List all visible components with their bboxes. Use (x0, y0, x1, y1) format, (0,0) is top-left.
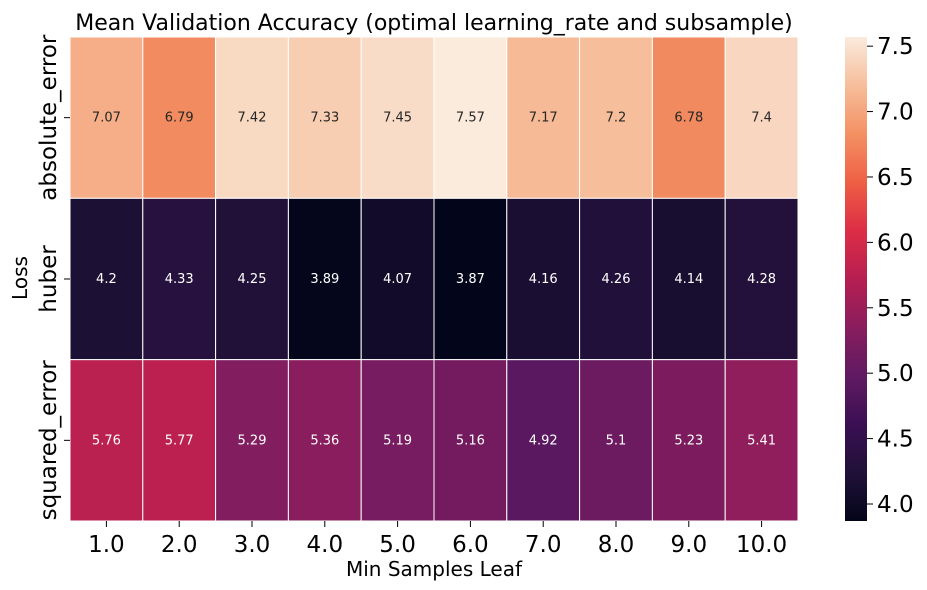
cell-value-label: 3.89 (310, 272, 339, 287)
heatmap-cell (69, 36, 144, 199)
x-axis-ticks: 1.0 2.0 3.0 4.0 5.0 6.0 7.0 8.0 9.0 10.0 (88, 521, 787, 558)
colorbar-tick-label: 5.0 (877, 361, 914, 387)
heatmap-cell (142, 36, 217, 199)
colorbar-tick-label: 6.0 (877, 230, 914, 256)
heatmap-cell (287, 36, 362, 199)
y-tick-label: huber (36, 245, 62, 313)
x-axis-label: Min Samples Leaf (346, 557, 523, 581)
y-tick-label: squared_error (36, 360, 62, 521)
colorbar-tick-label: 4.5 (877, 427, 914, 453)
heatmap-cell (724, 36, 799, 199)
x-tick-label: 5.0 (379, 532, 416, 558)
colorbar-ticks: 4.0 4.5 5.0 5.5 6.0 6.5 7.0 7.5 (867, 34, 914, 518)
chart-title: Mean Validation Accuracy (optimal learni… (75, 11, 793, 36)
cell-value-label: 5.41 (747, 433, 776, 448)
cell-value-label: 7.42 (238, 111, 267, 126)
heatmap-cell (433, 36, 508, 199)
cell-value-label: 4.92 (529, 433, 558, 448)
cell-value-label: 6.78 (674, 111, 703, 126)
colorbar-tick-label: 5.5 (877, 296, 914, 322)
cell-value-label: 5.76 (92, 433, 121, 448)
cell-value-label: 4.33 (165, 272, 194, 287)
heatmap-cell (215, 359, 289, 522)
cell-value-label: 7.2 (606, 111, 627, 126)
heatmap-cell (360, 197, 435, 361)
cell-value-label: 3.87 (456, 272, 485, 287)
heatmap-cell (651, 359, 726, 522)
x-tick-label: 7.0 (525, 532, 562, 558)
heatmap-cell (142, 359, 217, 522)
colorbar-tick-label: 6.5 (877, 165, 914, 191)
cell-value-label: 4.28 (747, 272, 776, 287)
cell-value-label: 4.26 (602, 272, 631, 287)
x-tick-label: 6.0 (452, 532, 489, 558)
heatmap-cell (579, 359, 653, 522)
cell-value-label: 5.29 (238, 433, 267, 448)
heatmap-cell (69, 359, 144, 522)
cell-value-label: 5.16 (456, 433, 485, 448)
cell-value-label: 5.19 (383, 433, 412, 448)
cell-value-label: 7.07 (92, 111, 121, 126)
heatmap-cell (360, 36, 435, 199)
cell-value-label: 7.33 (310, 111, 339, 126)
heatmap-cell (433, 197, 508, 361)
heatmap-cell (506, 197, 581, 361)
cell-value-label: 6.79 (165, 111, 194, 126)
x-tick-label: 10.0 (736, 532, 787, 558)
heatmap-cell (724, 197, 799, 361)
cell-value-label: 5.36 (310, 433, 339, 448)
heatmap-cell (215, 36, 289, 199)
cell-value-label: 4.2 (96, 272, 117, 287)
y-axis-label: Loss (8, 256, 32, 300)
x-tick-label: 2.0 (161, 532, 198, 558)
heatmap-cell (215, 197, 289, 361)
cell-value-label: 4.25 (238, 272, 267, 287)
x-tick-label: 8.0 (598, 532, 635, 558)
colorbar (845, 37, 867, 521)
heatmap-cell (506, 359, 581, 522)
cell-value-label: 7.4 (751, 111, 772, 126)
heatmap-cell (142, 197, 217, 361)
heatmap-cell (724, 359, 799, 522)
cell-value-label: 4.07 (383, 272, 412, 287)
cell-value-label: 5.1 (606, 433, 627, 448)
cell-value-label: 7.45 (383, 111, 412, 126)
x-tick-label: 1.0 (88, 532, 125, 558)
heatmap-cell (360, 359, 435, 522)
cell-value-label: 7.57 (456, 111, 485, 126)
heatmap-cell (579, 36, 653, 199)
x-tick-label: 9.0 (671, 532, 708, 558)
colorbar-tick-label: 4.0 (877, 492, 914, 518)
heatmap-cell (287, 197, 362, 361)
cell-value-label: 4.14 (674, 272, 703, 287)
heatmap-cell (651, 197, 726, 361)
x-tick-label: 4.0 (307, 532, 344, 558)
cell-value-label: 7.17 (529, 111, 558, 126)
cell-value-label: 5.23 (674, 433, 703, 448)
colorbar-tick-label: 7.0 (877, 100, 914, 126)
colorbar-tick-label: 7.5 (877, 34, 914, 60)
heatmap-cell (579, 197, 653, 361)
y-tick-label: absolute_error (36, 34, 62, 201)
heatmap-cells: 7.07 6.79 7.42 7.33 7.45 7.57 7.17 7.2 6.78 7.4 4.… (69, 36, 799, 522)
x-tick-label: 3.0 (234, 532, 271, 558)
cell-value-label: 4.16 (529, 272, 558, 287)
cell-value-label: 5.77 (165, 433, 194, 448)
